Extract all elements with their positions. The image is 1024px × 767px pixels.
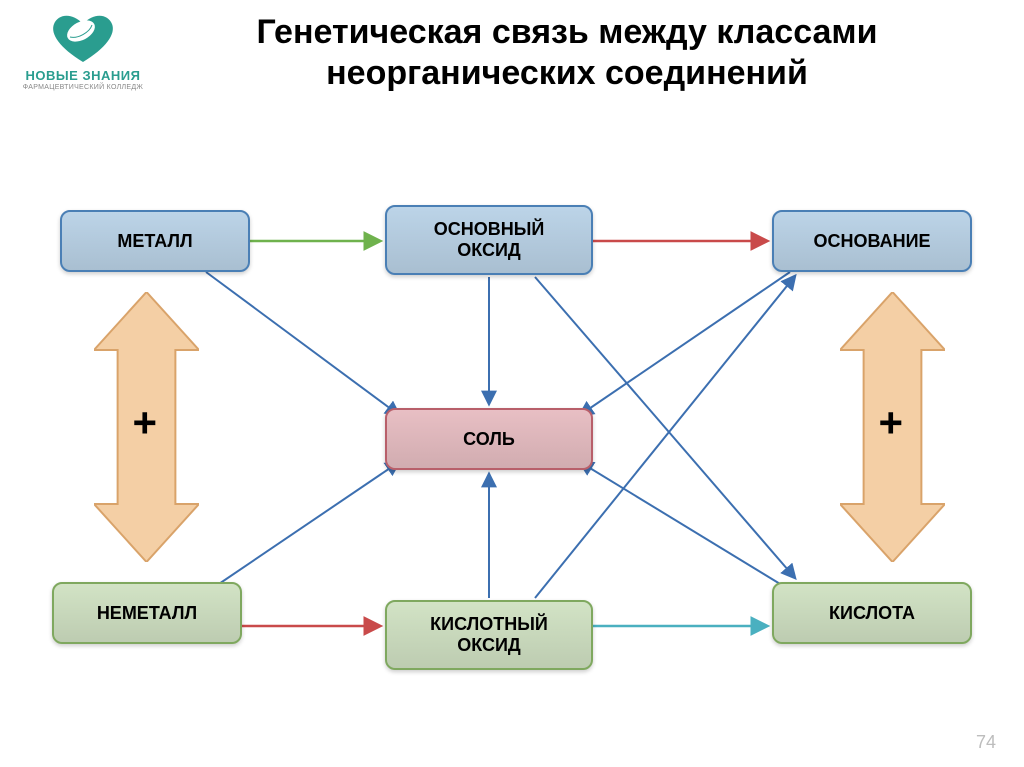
plus-label-right: +: [879, 399, 904, 447]
page-title: Генетическая связь между классаминеорган…: [190, 12, 944, 94]
page-number: 74: [976, 732, 996, 753]
node-base: ОСНОВАНИЕ: [772, 210, 972, 272]
edge-metal-to-salt: [206, 272, 399, 415]
edge-base-to-salt: [580, 272, 790, 415]
double-arrow-right: +: [840, 292, 945, 562]
logo: НОВЫЕ ЗНАНИЯ ФАРМАЦЕВТИЧЕСКИЙ КОЛЛЕДЖ: [18, 10, 148, 91]
node-acid_oxide: КИСЛОТНЫЙОКСИД: [385, 600, 593, 670]
logo-heart-icon: [48, 10, 118, 66]
node-basic_oxide: ОСНОВНЫЙОКСИД: [385, 205, 593, 275]
edge-acid-to-salt: [580, 462, 790, 590]
node-acid: КИСЛОТА: [772, 582, 972, 644]
node-metal: МЕТАЛЛ: [60, 210, 250, 272]
double-arrow-left: +: [94, 292, 199, 562]
node-salt: СОЛЬ: [385, 408, 593, 470]
node-nonmetal: НЕМЕТАЛЛ: [52, 582, 242, 644]
plus-label-left: +: [133, 399, 158, 447]
logo-subtitle: ФАРМАЦЕВТИЧЕСКИЙ КОЛЛЕДЖ: [18, 84, 148, 91]
edge-nonmetal-to-salt: [210, 462, 399, 590]
logo-title: НОВЫЕ ЗНАНИЯ: [18, 68, 148, 83]
